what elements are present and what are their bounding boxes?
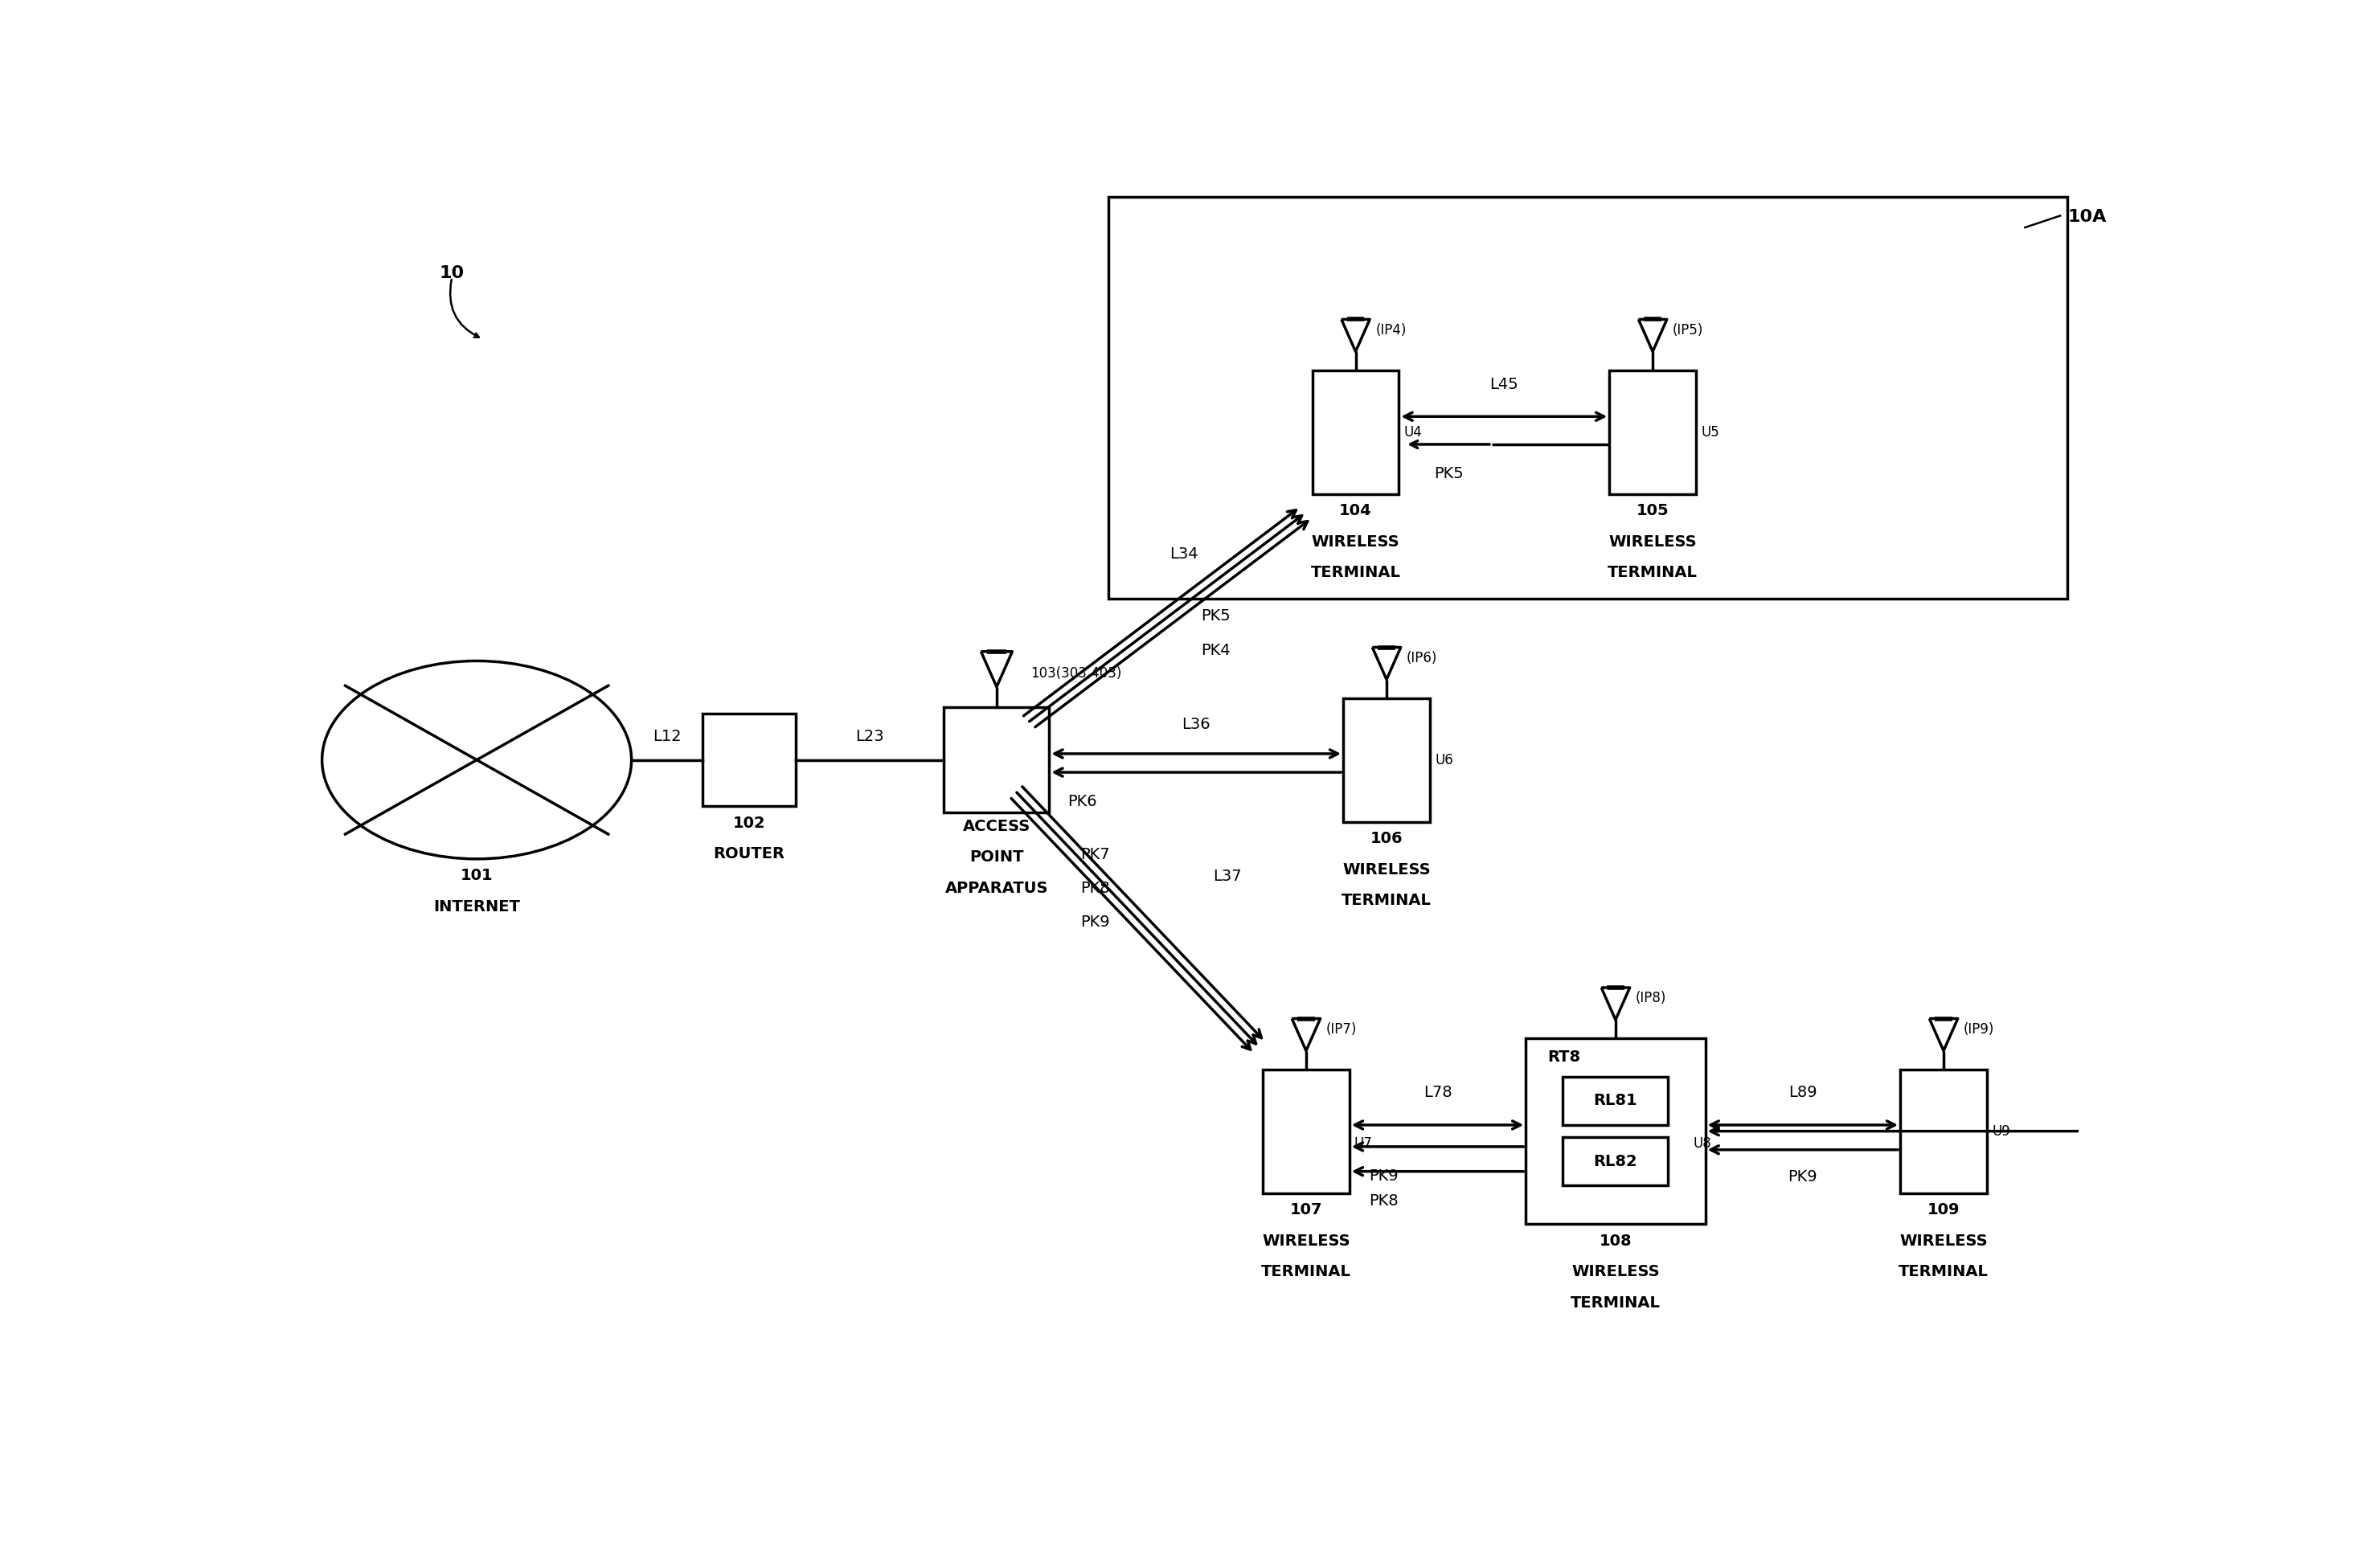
Text: 102: 102 [733, 816, 766, 832]
Text: PK6: PK6 [1069, 794, 1097, 810]
Text: PK5: PK5 [1433, 466, 1464, 481]
Text: U4: U4 [1404, 425, 1423, 439]
Text: POINT: POINT [969, 850, 1023, 864]
Text: U9: U9 [1992, 1124, 2011, 1138]
Text: U5: U5 [1702, 425, 1718, 439]
Text: WIRELESS: WIRELESS [1342, 863, 1430, 877]
Text: WIRELESS: WIRELESS [1311, 535, 1399, 549]
Text: L89: L89 [1787, 1085, 1816, 1100]
Text: (IP8): (IP8) [1635, 991, 1666, 1005]
Text: L78: L78 [1423, 1085, 1452, 1100]
Text: PK8: PK8 [1368, 1193, 1397, 1208]
Text: 10: 10 [440, 264, 464, 281]
Text: APPARATUS: APPARATUS [945, 880, 1047, 896]
Text: RL81: RL81 [1595, 1093, 1637, 1108]
Bar [945, 708, 1050, 813]
Text: TERMINAL: TERMINAL [1571, 1296, 1661, 1310]
Text: 105: 105 [1637, 503, 1668, 519]
Text: 101: 101 [459, 867, 493, 883]
Text: TERMINAL: TERMINAL [1342, 892, 1430, 908]
Bar [1109, 197, 2068, 599]
Text: WIRELESS: WIRELESS [1609, 535, 1697, 549]
Text: L37: L37 [1214, 869, 1242, 883]
Text: 108: 108 [1599, 1233, 1633, 1249]
Text: PK9: PK9 [1368, 1168, 1397, 1183]
Text: RL82: RL82 [1595, 1153, 1637, 1169]
Bar [1899, 1069, 1987, 1193]
Text: PK5: PK5 [1202, 608, 1230, 624]
Ellipse shape [321, 661, 631, 860]
Bar [702, 714, 795, 807]
Text: PK8: PK8 [1081, 882, 1109, 896]
Text: PK7: PK7 [1081, 847, 1109, 863]
Text: (IP7): (IP7) [1326, 1022, 1357, 1036]
Text: TERMINAL: TERMINAL [1311, 564, 1399, 580]
Text: 106: 106 [1371, 832, 1402, 846]
Text: ACCESS: ACCESS [964, 819, 1031, 835]
Text: TERMINAL: TERMINAL [1261, 1264, 1352, 1280]
Text: L12: L12 [652, 730, 681, 744]
Text: ROUTER: ROUTER [714, 847, 785, 861]
Bar [1609, 370, 1697, 494]
Text: TERMINAL: TERMINAL [1899, 1264, 1990, 1280]
Text: 104: 104 [1340, 503, 1371, 519]
Text: U7: U7 [1354, 1136, 1373, 1150]
Text: WIRELESS: WIRELESS [1571, 1264, 1659, 1280]
Text: L45: L45 [1490, 377, 1518, 392]
Text: L34: L34 [1171, 547, 1200, 563]
Text: 109: 109 [1928, 1202, 1959, 1218]
Text: 107: 107 [1290, 1202, 1323, 1218]
Bar [1564, 1138, 1668, 1186]
Text: 103(303,403): 103(303,403) [1031, 666, 1121, 680]
Text: INTERNET: INTERNET [433, 899, 521, 914]
Text: (IP4): (IP4) [1376, 322, 1407, 338]
Bar [1264, 1069, 1349, 1193]
Text: PK9: PK9 [1081, 914, 1109, 930]
Bar [1526, 1038, 1706, 1224]
Bar [1342, 699, 1430, 822]
Text: U6: U6 [1435, 753, 1454, 767]
Text: (IP5): (IP5) [1673, 322, 1704, 338]
Text: PK9: PK9 [1787, 1169, 1818, 1185]
Text: L23: L23 [854, 730, 883, 744]
Bar [1564, 1077, 1668, 1125]
Text: U8: U8 [1692, 1136, 1711, 1150]
Text: (IP6): (IP6) [1407, 650, 1438, 666]
Text: WIRELESS: WIRELESS [1261, 1233, 1349, 1249]
Text: 10A: 10A [2068, 209, 2106, 225]
Text: L36: L36 [1183, 717, 1211, 731]
Text: (IP9): (IP9) [1964, 1022, 1994, 1036]
Text: TERMINAL: TERMINAL [1609, 564, 1697, 580]
Text: PK4: PK4 [1202, 642, 1230, 658]
Text: RT8: RT8 [1547, 1049, 1580, 1064]
Bar [1311, 370, 1399, 494]
Text: WIRELESS: WIRELESS [1899, 1233, 1987, 1249]
